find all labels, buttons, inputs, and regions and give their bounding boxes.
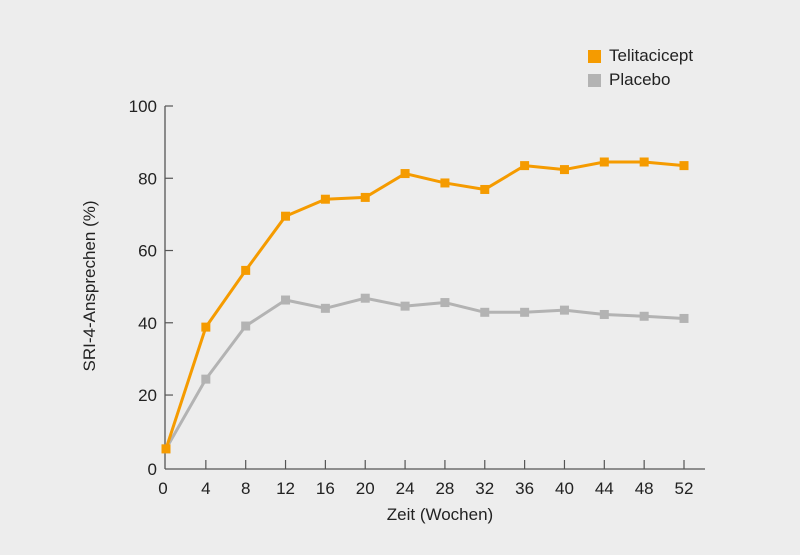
data-point-telitacicept[interactable] [241, 265, 251, 275]
telitacicept-swatch-icon [588, 49, 601, 63]
data-point-placebo[interactable] [679, 313, 689, 323]
data-point-placebo[interactable] [559, 305, 569, 315]
legend: Telitacicept Placebo [588, 44, 693, 92]
legend-item-telitacicept[interactable]: Telitacicept [588, 44, 693, 68]
x-tick-label: 24 [396, 479, 415, 498]
y-tick-label: 60 [138, 242, 157, 261]
x-tick-label: 20 [356, 479, 375, 498]
series-line-placebo [164, 296, 685, 450]
data-point-telitacicept[interactable] [599, 157, 609, 167]
x-axis-label: Zeit (Wochen) [387, 505, 493, 524]
x-tick-label: 48 [635, 479, 654, 498]
x-tick-label: 28 [435, 479, 454, 498]
series-layer [161, 157, 689, 454]
data-point-telitacicept[interactable] [281, 211, 291, 221]
y-axis-label: SRI-4-Ansprechen (%) [80, 200, 99, 371]
data-point-placebo[interactable] [281, 295, 291, 305]
data-point-placebo[interactable] [440, 298, 450, 308]
data-point-telitacicept[interactable] [440, 178, 450, 188]
x-tick-label: 16 [316, 479, 335, 498]
data-point-telitacicept[interactable] [400, 169, 410, 179]
data-point-telitacicept[interactable] [201, 322, 211, 332]
x-tick-label: 36 [515, 479, 534, 498]
y-tick-label: 80 [138, 169, 157, 188]
data-point-telitacicept[interactable] [639, 157, 649, 167]
data-point-placebo[interactable] [599, 309, 609, 319]
x-tick-label: 4 [201, 479, 210, 498]
legend-label-placebo: Placebo [609, 70, 671, 89]
data-point-placebo[interactable] [320, 303, 330, 313]
data-point-telitacicept[interactable] [161, 444, 171, 454]
data-point-telitacicept[interactable] [320, 194, 330, 204]
data-point-telitacicept[interactable] [360, 192, 370, 202]
y-tick-label: 20 [138, 386, 157, 405]
data-point-telitacicept[interactable] [679, 161, 689, 171]
x-tick-label: 0 [158, 479, 167, 498]
x-tick-label: 12 [276, 479, 295, 498]
data-point-placebo[interactable] [400, 301, 410, 311]
legend-item-placebo[interactable]: Placebo [588, 68, 693, 92]
data-point-placebo[interactable] [241, 321, 251, 331]
series-line-telitacicept [164, 160, 685, 450]
x-tick-label: 8 [241, 479, 250, 498]
data-point-placebo[interactable] [480, 307, 490, 317]
data-point-telitacicept[interactable] [480, 184, 490, 194]
placebo-swatch-icon [588, 73, 601, 87]
legend-label-telitacicept: Telitacicept [609, 46, 694, 65]
y-tick-label: 0 [148, 460, 157, 479]
data-point-placebo[interactable] [360, 293, 370, 303]
data-point-placebo[interactable] [520, 307, 530, 317]
data-point-telitacicept[interactable] [559, 165, 569, 175]
data-point-placebo[interactable] [201, 374, 211, 384]
data-point-telitacicept[interactable] [520, 161, 530, 171]
x-tick-label: 44 [595, 479, 614, 498]
x-tick-label: 40 [555, 479, 574, 498]
x-tick-label: 32 [475, 479, 494, 498]
data-point-placebo[interactable] [639, 311, 649, 321]
x-tick-label: 52 [675, 479, 694, 498]
y-tick-label: 100 [129, 97, 157, 116]
y-tick-label: 40 [138, 314, 157, 333]
